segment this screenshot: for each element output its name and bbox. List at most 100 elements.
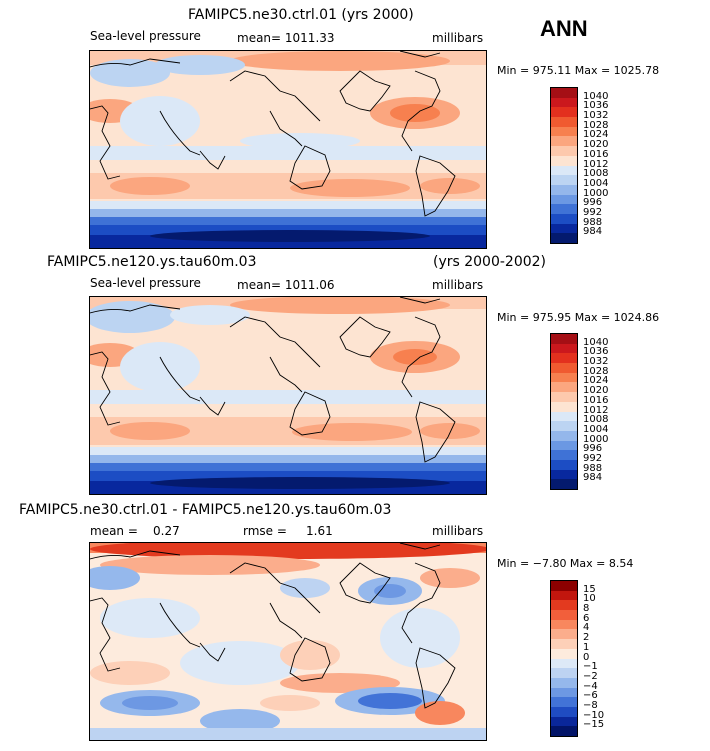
panel2-colorbar-level-label: 1036 <box>583 346 609 358</box>
panel1-colorbar-color-swatch <box>551 175 577 185</box>
panel3-colorbar-level-label: −10 <box>583 709 605 721</box>
panel1-colorbar-level-label: 1040 <box>583 90 609 102</box>
panel2-colorbar-color-swatch <box>551 459 577 470</box>
panel2-units: millibars <box>432 278 484 292</box>
panel3-colorbar-color-swatch <box>551 716 577 727</box>
panel1-colorbar-color-swatch <box>551 107 577 118</box>
panel3-colorbar-level-label: 4 <box>583 622 590 634</box>
panel1-units: millibars <box>432 31 484 45</box>
panel1-colorbar-level-label: 992 <box>583 206 603 218</box>
panel3-mean-value: 0.27 <box>153 524 180 538</box>
panel1-colorbar-level-label: 996 <box>583 197 603 209</box>
panel3-colorbar-color-swatch <box>551 639 577 649</box>
panel1-colorbar-color-swatch <box>551 204 577 214</box>
panel1-colorbar-color-swatch <box>551 165 577 176</box>
panel3-colorbar-color-swatch <box>551 648 577 659</box>
panel2-colorbar-level-label: 1024 <box>583 375 609 387</box>
panel1-colorbar-color-swatch <box>551 213 577 224</box>
panel2-colorbar-color-swatch <box>551 479 577 489</box>
panel3-colorbar-color-swatch <box>551 697 577 707</box>
panel3-colorbar-color-swatch <box>551 706 577 717</box>
slp-field-map <box>90 297 486 494</box>
panel2-years: (yrs 2000-2002) <box>433 254 547 270</box>
slp-field-map <box>90 51 486 248</box>
panel3-rmse-label: rmse = <box>243 524 287 538</box>
panel3-colorbar-level-label: −4 <box>583 680 598 692</box>
panel1-colorbar-level-label: 1004 <box>583 177 609 189</box>
panel2-colorbar-color-swatch <box>551 363 577 373</box>
panel2-colorbar-level-label: 1008 <box>583 414 609 426</box>
panel3-colorbar-color-swatch <box>551 677 577 688</box>
panel2-colorbar-level-label: 1012 <box>583 404 609 416</box>
panel3-colorbar-level-label: 2 <box>583 632 590 644</box>
panel2-title: FAMIPC5.ne120.ys.tau60m.03 <box>47 254 257 270</box>
panel1-colorbar-color-swatch <box>551 233 577 243</box>
panel3-units: millibars <box>432 524 484 538</box>
panel1-variable: Sea-level pressure <box>90 29 201 43</box>
panel3-mean-label: mean = <box>90 524 138 538</box>
panel2-mean: mean= 1011.06 <box>237 278 335 292</box>
panel2-colorbar-color-swatch <box>551 440 577 451</box>
panel1-colorbar-color-swatch <box>551 136 577 147</box>
panel2-colorbar-color-swatch <box>551 392 577 402</box>
panel2-colorbar-level-label: 996 <box>583 443 603 455</box>
panel1-colorbar-color-swatch <box>551 194 577 205</box>
panel3-colorbar-level-label: 10 <box>583 593 596 605</box>
panel2-colorbar-level-label: 1028 <box>583 365 609 377</box>
panel2-variable: Sea-level pressure <box>90 276 201 290</box>
panel2-map <box>89 296 487 495</box>
panel1-colorbar-color-swatch <box>551 117 577 127</box>
season-label: ANN <box>540 16 588 41</box>
panel1-colorbar-level-label: 1036 <box>583 100 609 112</box>
panel2-colorbar-level-label: 1000 <box>583 433 609 445</box>
panel3-colorbar-color-swatch <box>551 658 577 669</box>
panel3-colorbar-color-swatch <box>551 619 577 630</box>
panel2-colorbar: 1040 1036 1032 1028 1024 1020 1016 1012 1008 1004… <box>550 333 610 493</box>
panel2-colorbar-color-swatch <box>551 343 577 354</box>
panel1-colorbar-color-swatch <box>551 184 577 195</box>
panel1-colorbar-level-label: 1012 <box>583 158 609 170</box>
panel2-colorbar-level-label: 1032 <box>583 356 609 368</box>
panel3-colorbar-color-swatch <box>551 629 577 640</box>
panel3-colorbar-level-label: −15 <box>583 719 605 731</box>
panel3-colorbar-color-swatch <box>551 726 577 736</box>
panel2-colorbar-level-label: 992 <box>583 452 603 464</box>
panel3-colorbar-level-label: 1 <box>583 641 590 653</box>
panel2-colorbar-color-swatch <box>551 382 577 393</box>
panel3-colorbar-color-swatch <box>551 581 577 591</box>
panel1-colorbar-level-label: 1016 <box>583 148 609 160</box>
slp-diff-map <box>90 543 486 740</box>
panel3-colorbar-level-label: −1 <box>583 661 598 673</box>
panel1-colorbar-level-label: 1028 <box>583 119 609 131</box>
panel2-colorbar-level-label: 1040 <box>583 336 609 348</box>
panel3-colorbar: 15 10 8 6 4 2 1 0 −1 −2 −4 −6 −8 −10 −15 <box>550 580 610 740</box>
panel3-colorbar-level-label: 6 <box>583 612 590 624</box>
panel1-colorbar-level-label: 1020 <box>583 139 609 151</box>
panel2-colorbar-level-label: 984 <box>583 472 603 484</box>
panel1-colorbar-level-label: 984 <box>583 226 603 238</box>
panel1-colorbar-color-swatch <box>551 146 577 156</box>
panel3-colorbar-level-label: −2 <box>583 670 598 682</box>
panel1-colorbar-level-label: 988 <box>583 216 603 228</box>
panel3-colorbar-color-swatch <box>551 590 577 601</box>
panel2-colorbar-color-swatch <box>551 353 577 364</box>
panel1-colorbar-color-swatch <box>551 155 577 166</box>
panel3-colorbar-color-swatch <box>551 610 577 620</box>
panel3-colorbar-color-swatch <box>551 668 577 678</box>
panel1-colorbar: 1040 1036 1032 1028 1024 1020 1016 1012 1008 1004… <box>550 87 610 247</box>
panel3-colorbar-level-label: 0 <box>583 651 590 663</box>
panel2-colorbar-level-label: 1004 <box>583 423 609 435</box>
panel1-colorbar-level-label: 1024 <box>583 129 609 141</box>
panel3-colorbar-level-label: −8 <box>583 699 598 711</box>
panel2-colorbar-color-swatch <box>551 450 577 460</box>
panel1-colorbar-color-swatch <box>551 223 577 234</box>
panel2-colorbar-color-swatch <box>551 421 577 431</box>
panel3-map <box>89 542 487 741</box>
panel3-rmse-value: 1.61 <box>306 524 333 538</box>
panel2-colorbar-level-label: 1016 <box>583 394 609 406</box>
panel2-colorbar-color-swatch <box>551 372 577 383</box>
panel3-colorbar-color-swatch <box>551 600 577 611</box>
panel1-minmax: Min = 975.11 Max = 1025.78 <box>497 64 660 77</box>
panel1-colorbar-level-label: 1008 <box>583 168 609 180</box>
panel1-colorbar-color-swatch <box>551 126 577 137</box>
